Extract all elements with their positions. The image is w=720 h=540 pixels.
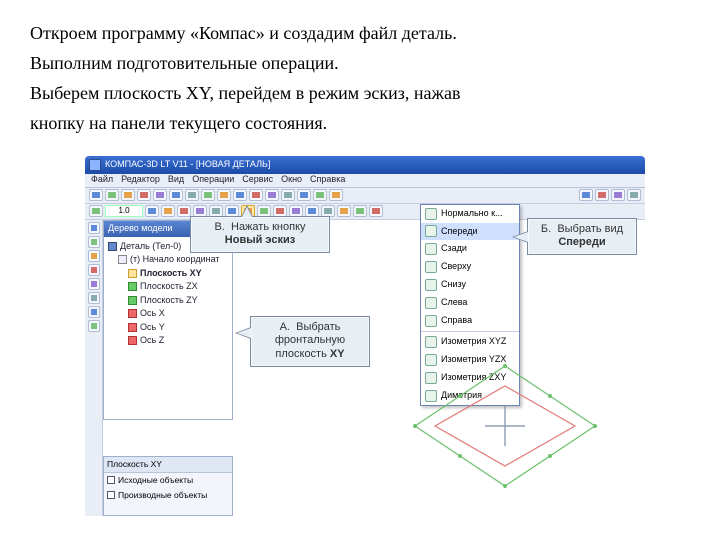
prop-header: Плоскость XY <box>104 457 232 473</box>
tool-icon[interactable] <box>281 189 295 201</box>
tool-icon[interactable] <box>169 189 183 201</box>
tool-icon[interactable] <box>153 189 167 201</box>
menu-view[interactable]: Вид <box>168 173 184 187</box>
tree-plane-zx[interactable]: Плоскость ZX <box>108 280 228 294</box>
tool-icon[interactable] <box>177 205 191 217</box>
tool-icon[interactable] <box>579 189 593 201</box>
tool-icon[interactable] <box>611 189 625 201</box>
callout-a: А. Выбратьфронтальнуюплоскость XY <box>250 316 370 367</box>
tree-axis-x[interactable]: Ось X <box>108 307 228 321</box>
tool-icon[interactable] <box>329 189 343 201</box>
prop-row[interactable]: Производные объекты <box>104 488 232 503</box>
tool-icon[interactable] <box>627 189 641 201</box>
strip-icon[interactable] <box>88 292 100 304</box>
window-title: КОМПАС-3D LT V11 - [НОВАЯ ДЕТАЛЬ] <box>105 158 270 172</box>
tool-icon[interactable] <box>137 189 151 201</box>
menu-bar[interactable]: Файл Редактор Вид Операции Сервис Окно С… <box>85 174 645 188</box>
tool-icon[interactable] <box>353 205 367 217</box>
callout-v: В. Нажать кнопкуНовый эскиз <box>190 216 330 254</box>
strip-icon[interactable] <box>88 306 100 318</box>
view-back[interactable]: Сзади <box>421 240 519 258</box>
plane-diamond <box>405 356 605 496</box>
properties-panel: Плоскость XY Исходные объекты Производны… <box>103 456 233 516</box>
strip-icon[interactable] <box>88 222 100 234</box>
tool-icon[interactable] <box>201 189 215 201</box>
view-right[interactable]: Справа <box>421 312 519 330</box>
tool-icon[interactable] <box>369 205 383 217</box>
tool-icon[interactable] <box>89 189 103 201</box>
view-iso-xyz[interactable]: Изометрия XYZ <box>421 333 519 351</box>
tool-icon[interactable] <box>297 189 311 201</box>
tree-plane-xy[interactable]: Плоскость XY <box>108 267 228 281</box>
tool-icon[interactable] <box>121 189 135 201</box>
window-titlebar[interactable]: КОМПАС-3D LT V11 - [НОВАЯ ДЕТАЛЬ] <box>85 156 645 174</box>
toolbar-1 <box>85 188 645 204</box>
menu-file[interactable]: Файл <box>91 173 113 187</box>
tool-icon[interactable] <box>161 205 175 217</box>
tool-icon[interactable] <box>105 189 119 201</box>
strip-icon[interactable] <box>88 264 100 276</box>
strip-icon[interactable] <box>88 278 100 290</box>
strip-icon[interactable] <box>88 250 100 262</box>
prop-row[interactable]: Исходные объекты <box>104 473 232 488</box>
menu-edit[interactable]: Редактор <box>121 173 160 187</box>
paragraph-1: Откроем программу «Компас» и создадим фа… <box>30 20 690 48</box>
menu-window[interactable]: Окно <box>281 173 302 187</box>
tool-icon[interactable] <box>313 189 327 201</box>
tool-icon[interactable] <box>249 189 263 201</box>
tool-icon[interactable] <box>217 189 231 201</box>
view-normal[interactable]: Нормально к... <box>421 205 519 223</box>
strip-icon[interactable] <box>88 320 100 332</box>
kompas-screenshot: КОМПАС-3D LT V11 - [НОВАЯ ДЕТАЛЬ] Файл Р… <box>85 156 645 516</box>
view-top[interactable]: Сверху <box>421 258 519 276</box>
tool-icon[interactable] <box>89 205 103 217</box>
tree-plane-zy[interactable]: Плоскость ZY <box>108 294 228 308</box>
tool-icon[interactable] <box>145 205 159 217</box>
paragraph-3: Выберем плоскость XY, перейдем в режим э… <box>30 80 690 108</box>
zoom-field[interactable]: 1.0 <box>105 205 143 217</box>
menu-service[interactable]: Сервис <box>242 173 273 187</box>
paragraph-2: Выполним подготовительные операции. <box>30 50 690 78</box>
tree-axis-y[interactable]: Ось Y <box>108 321 228 335</box>
tool-icon[interactable] <box>185 189 199 201</box>
tree-origin[interactable]: (т) Начало координат <box>108 253 228 267</box>
tool-icon[interactable] <box>337 205 351 217</box>
tool-icon[interactable] <box>595 189 609 201</box>
callout-b: Б. Выбрать видСпереди <box>527 218 637 256</box>
view-bottom[interactable]: Снизу <box>421 276 519 294</box>
view-left[interactable]: Слева <box>421 294 519 312</box>
strip-icon[interactable] <box>88 236 100 248</box>
left-tool-strip <box>85 220 103 516</box>
view-front[interactable]: Спереди <box>421 223 519 241</box>
tree-axis-z[interactable]: Ось Z <box>108 334 228 348</box>
tool-icon[interactable] <box>265 189 279 201</box>
menu-help[interactable]: Справка <box>310 173 345 187</box>
menu-operations[interactable]: Операции <box>192 173 234 187</box>
app-icon <box>89 159 101 171</box>
paragraph-4: кнопку на панели текущего состояния. <box>30 110 690 138</box>
tool-icon[interactable] <box>233 189 247 201</box>
